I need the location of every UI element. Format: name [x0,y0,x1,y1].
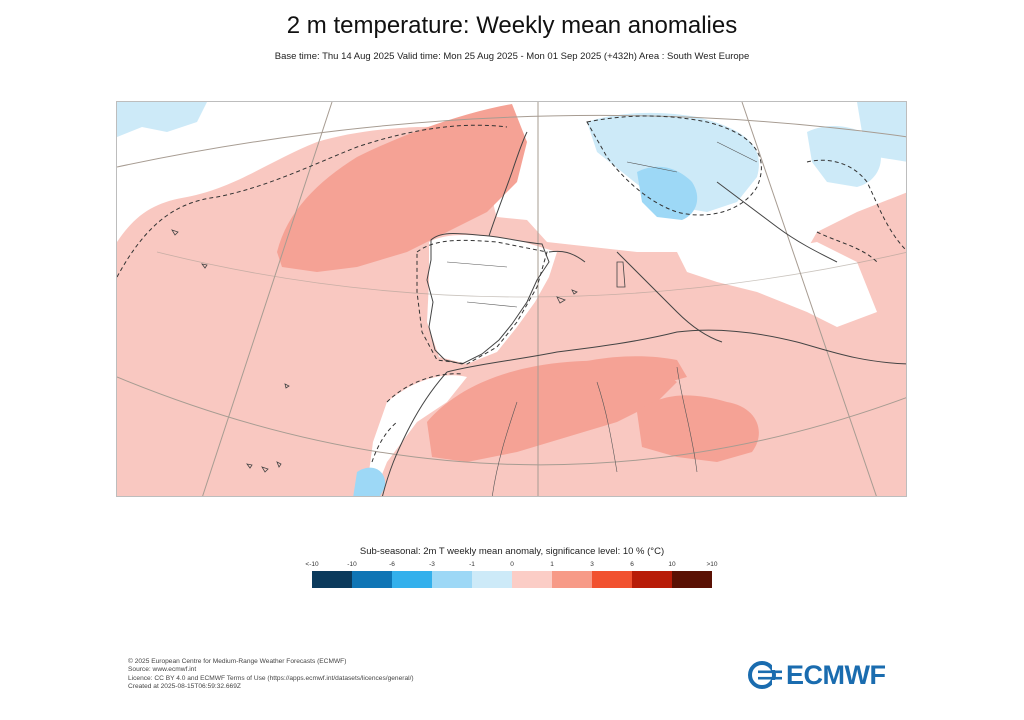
warm-anomaly-sahara-east [637,395,759,462]
legend-tick-label: 0 [510,561,514,568]
legend-tick-label: 1 [550,561,554,568]
island-sardinia-corsica [616,261,626,288]
legend-tick-label: -6 [389,561,395,568]
island-balearics [556,289,578,304]
significance-contour [371,373,463,463]
anomaly-map [116,101,907,497]
map-canvas [117,102,906,496]
legend-colorbar [312,571,712,588]
legend-tick-label: -3 [429,561,435,568]
cold-anomaly-central-europe [587,112,759,212]
legend-title: Sub-seasonal: 2m T weekly mean anomaly, … [359,546,665,557]
ecmwf-logo: ECMWF [748,660,898,691]
neutral-region-iberia [427,235,557,364]
graticule-parallel [117,376,906,466]
significance-contour [117,124,508,278]
coastline-iberia [426,233,550,365]
legend-color-segment [552,571,592,588]
footer-credits: © 2025 European Centre for Medium-Range … [128,658,414,691]
legend-ticks: <-10 -10 -6 -3 -1 0 1 3 6 10 >10 [305,561,717,571]
coastline-north-africa [446,329,906,373]
neutral-region-morocco [369,375,467,482]
warm-anomaly-north-africa [547,356,687,387]
cold-anomaly-alps [637,166,698,220]
footer-copyright: © 2025 European Centre for Medium-Range … [128,658,347,665]
footer-source: Source: www.ecmwf.int [128,666,197,674]
coastline-italy [616,251,723,343]
legend-tick-label: >10 [706,561,718,568]
cold-anomaly-balkans [807,126,881,187]
legend-color-segment [432,571,472,588]
chart-title: 2 m temperature: Weekly mean anomalies [286,12,738,39]
cold-anomaly-northeast [857,102,906,162]
cold-anomaly-northwest [117,102,207,137]
chart-subtitle: Base time: Thu 14 Aug 2025 Valid time: M… [274,51,750,62]
legend-color-segment [312,571,352,588]
coastline-france [488,131,586,263]
graticule-parallel [156,251,906,298]
neutral-region-med-east [677,242,877,327]
legend-color-segment [352,571,392,588]
legend-tick-label: -1 [469,561,475,568]
legend-color-segment [672,571,712,588]
warm-anomaly-sahara-west [427,360,677,462]
warm-anomaly-atlantic [277,104,527,272]
coastline-morocco [382,371,448,496]
significance-contour [416,239,548,365]
legend-tick-label: 3 [590,561,594,568]
legend-color-segment [592,571,632,588]
footer-created: Created at 2025-08-15T06:59:32.669Z [128,682,241,690]
legend-tick-label: <-10 [305,561,319,568]
graticule-parallel [117,114,906,168]
footer-licence: Licence: CC BY 4.0 and ECMWF Terms of Us… [128,674,414,682]
legend-color-segment [472,571,512,588]
legend-tick-label: 10 [668,561,676,568]
legend-tick-label: -10 [347,561,357,568]
legend-color-segment [512,571,552,588]
cold-anomaly-canaries [353,467,386,496]
significance-contour [586,115,762,216]
country-border [492,366,698,496]
significance-contour [806,159,906,263]
ecmwf-logo-icon [748,661,782,689]
island-canaries [246,461,282,473]
country-border [446,141,758,308]
legend-color-segment [632,571,672,588]
island-azores [171,229,290,389]
ecmwf-logo-text: ECMWF [786,660,886,690]
graticule-meridian [741,102,877,496]
coastline-balkans [716,181,838,263]
graticule-meridian [202,102,333,496]
legend-color-segment [392,571,432,588]
legend-tick-label: 6 [630,561,634,568]
